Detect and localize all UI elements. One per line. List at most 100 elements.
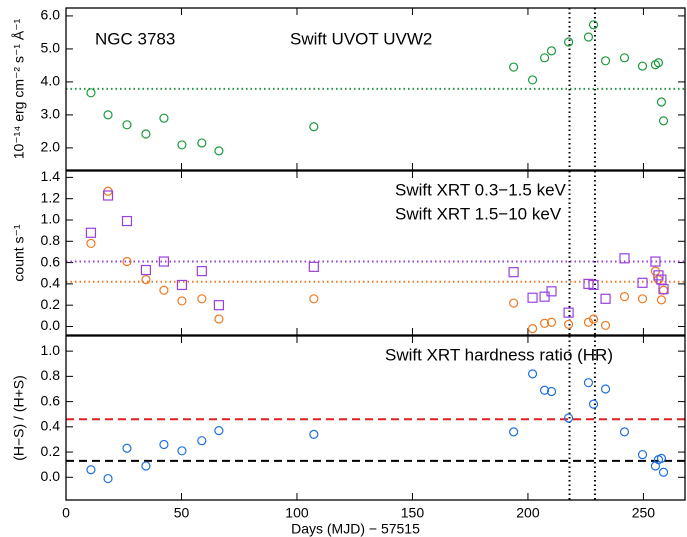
marker <box>214 146 224 156</box>
marker <box>539 318 550 328</box>
marker <box>658 467 669 477</box>
marker <box>85 227 97 238</box>
marker <box>309 122 319 132</box>
marker <box>122 443 132 453</box>
legend-label: Swift XRT 0.3−1.5 keV <box>395 180 567 199</box>
marker <box>650 256 661 267</box>
x-tick-label: 0 <box>62 505 70 521</box>
annotation: NGC 3783 <box>95 29 175 48</box>
y-tick-label: 0.2 <box>41 296 61 312</box>
y-tick-label: 0.4 <box>41 418 61 434</box>
marker <box>509 62 519 72</box>
x-axis-label: Days (MJD) − 57515 <box>291 521 420 537</box>
marker <box>546 386 557 397</box>
marker <box>583 32 594 42</box>
marker <box>600 384 611 394</box>
marker <box>546 46 557 56</box>
y-tick-label: 0.2 <box>41 443 61 459</box>
y-axis-label: 10⁻¹⁴ erg cm⁻² s⁻¹ Å⁻¹ <box>11 18 27 159</box>
y-tick-label: 0.8 <box>41 232 61 248</box>
x-tick-label: 200 <box>516 505 540 521</box>
y-tick-label: 0.6 <box>41 392 61 408</box>
legend-label: Swift XRT 1.5−10 keV <box>395 204 562 223</box>
y-axis-label: (H−S) / (H+S) <box>11 375 27 461</box>
marker <box>197 436 207 446</box>
x-tick-label: 100 <box>285 505 309 521</box>
marker <box>159 285 169 295</box>
marker <box>309 294 319 304</box>
marker <box>509 427 519 437</box>
marker <box>658 285 669 295</box>
marker <box>214 314 224 324</box>
marker <box>122 120 132 130</box>
marker <box>656 97 667 107</box>
marker <box>177 446 187 456</box>
marker <box>546 286 557 297</box>
plot-frame <box>65 7 686 171</box>
marker <box>86 238 96 249</box>
marker <box>86 465 96 475</box>
y-tick-label: 0.0 <box>41 317 61 333</box>
x-tick-label: 150 <box>401 505 425 521</box>
y-axis-label: count s⁻¹ <box>11 224 27 282</box>
marker <box>637 294 648 304</box>
marker <box>141 461 151 471</box>
marker <box>588 399 599 409</box>
marker <box>588 314 599 324</box>
marker <box>539 291 550 302</box>
y-tick-label: 1.0 <box>41 342 61 358</box>
marker <box>600 293 611 304</box>
marker <box>509 298 519 308</box>
marker <box>86 88 96 98</box>
marker <box>656 295 667 305</box>
y-tick-label: 4.0 <box>41 73 61 89</box>
marker <box>539 53 550 63</box>
marker <box>563 413 574 423</box>
marker <box>141 129 151 139</box>
y-tick-label: 0.0 <box>41 468 61 484</box>
marker <box>539 385 550 395</box>
marker <box>197 294 207 304</box>
marker <box>214 426 224 436</box>
x-tick-label: 250 <box>632 505 656 521</box>
marker <box>658 284 669 295</box>
marker <box>196 266 207 277</box>
marker <box>102 190 114 201</box>
marker <box>619 253 630 264</box>
marker <box>637 61 648 71</box>
marker <box>653 58 664 68</box>
marker <box>121 215 133 227</box>
plot-frame <box>65 335 686 501</box>
y-tick-label: 0.6 <box>41 253 61 269</box>
marker <box>159 113 169 123</box>
marker <box>103 110 113 120</box>
y-tick-label: 2.0 <box>41 139 61 155</box>
marker <box>658 116 669 126</box>
y-tick-label: 0.4 <box>41 275 61 291</box>
x-tick-label: 50 <box>174 505 190 521</box>
y-tick-label: 1.2 <box>41 189 61 205</box>
marker <box>527 75 538 85</box>
marker <box>637 449 648 460</box>
marker <box>213 300 225 311</box>
marker <box>588 279 599 291</box>
marker <box>159 439 169 450</box>
marker <box>563 307 574 318</box>
marker <box>563 319 574 329</box>
marker <box>546 317 557 327</box>
y-tick-label: 5.0 <box>41 40 61 56</box>
marker <box>619 53 630 63</box>
y-tick-label: 3.0 <box>41 106 61 122</box>
marker <box>588 20 599 30</box>
marker <box>637 277 648 288</box>
marker <box>103 473 113 484</box>
plot-frame <box>65 170 686 336</box>
y-tick-label: 0.8 <box>41 367 61 383</box>
marker <box>527 324 538 334</box>
marker <box>309 429 319 439</box>
marker <box>308 261 319 272</box>
y-tick-label: 1.0 <box>41 211 61 227</box>
marker <box>508 267 519 278</box>
marker <box>176 279 188 291</box>
